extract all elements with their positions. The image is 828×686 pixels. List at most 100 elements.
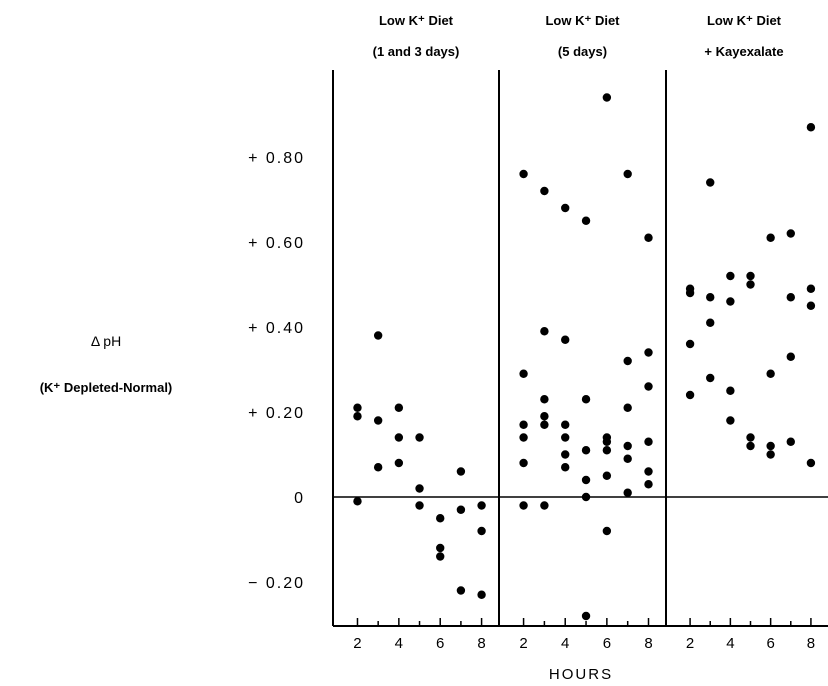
data-point xyxy=(353,403,362,412)
data-point xyxy=(477,526,486,536)
data-point xyxy=(394,403,404,412)
y-tick-label: + 0.60 xyxy=(248,235,305,252)
y-tick-label: + 0.80 xyxy=(248,150,305,167)
data-point xyxy=(746,280,755,289)
data-point xyxy=(373,416,383,425)
data-point xyxy=(644,348,653,357)
x-tick-label: 2 xyxy=(353,635,361,652)
data-point xyxy=(519,458,528,468)
data-point xyxy=(746,271,755,281)
data-point xyxy=(685,288,695,298)
data-point xyxy=(706,178,715,187)
data-point xyxy=(353,497,362,506)
x-tick-label: 8 xyxy=(807,635,815,652)
data-point xyxy=(561,203,570,213)
data-point xyxy=(602,437,612,446)
data-point xyxy=(561,450,570,459)
data-point xyxy=(373,331,383,340)
data-point xyxy=(644,437,653,446)
data-point xyxy=(644,233,653,242)
data-point xyxy=(561,420,570,429)
x-tick-label: 4 xyxy=(395,635,403,652)
x-tick-label: 6 xyxy=(766,635,774,652)
data-point xyxy=(540,412,549,421)
data-point xyxy=(623,403,632,412)
data-point xyxy=(766,369,775,378)
data-point xyxy=(415,501,424,510)
x-axis-ticks: 2 4 6 8 2 4 6 8 2 4 6 8 xyxy=(353,618,815,652)
panel-title-line1: Low K⁺ Diet xyxy=(545,13,620,28)
data-point xyxy=(581,446,591,455)
x-axis-label: HOURS xyxy=(549,666,613,683)
data-point xyxy=(786,229,795,238)
x-tick-label: 8 xyxy=(644,635,652,652)
x-tick-label: 6 xyxy=(436,635,444,652)
y-tick-label: + 0.40 xyxy=(248,320,305,337)
data-point xyxy=(766,233,775,242)
data-point xyxy=(353,412,362,421)
data-point xyxy=(540,420,549,429)
data-point xyxy=(726,386,735,395)
panel-title-line2: (5 days) xyxy=(558,44,607,59)
x-tick-label: 2 xyxy=(686,635,694,652)
x-tick-label: 2 xyxy=(519,635,527,652)
data-point xyxy=(415,433,424,442)
data-point xyxy=(519,169,528,179)
data-point xyxy=(806,458,816,468)
data-point xyxy=(623,454,632,463)
data-point xyxy=(581,216,591,225)
data-point xyxy=(519,501,528,510)
data-point xyxy=(644,382,653,391)
data-point xyxy=(581,475,591,485)
data-point xyxy=(456,586,466,595)
data-point xyxy=(581,395,591,404)
y-axis-sublabel: (K⁺ Depleted-Normal) xyxy=(40,380,173,395)
panel-title-line1: Low K⁺ Diet xyxy=(707,13,782,28)
data-point xyxy=(623,488,632,497)
data-point xyxy=(644,467,653,476)
data-point xyxy=(540,327,549,336)
y-tick-label: + 0.20 xyxy=(248,405,305,422)
panel-title-line2: (1 and 3 days) xyxy=(373,44,460,59)
data-point xyxy=(540,186,549,196)
panel-title-line2: + Kayexalate xyxy=(704,44,783,59)
data-point xyxy=(561,433,570,442)
data-point xyxy=(685,390,695,400)
data-point xyxy=(602,446,612,455)
data-point xyxy=(623,356,632,366)
x-tick-label: 6 xyxy=(603,635,611,652)
data-point xyxy=(394,433,404,442)
data-point xyxy=(519,420,528,429)
data-point xyxy=(806,301,816,310)
data-point xyxy=(623,441,632,451)
panel-titles: Low K⁺ Diet (1 and 3 days) Low K⁺ Diet (5 d… xyxy=(373,13,784,59)
x-tick-label: 8 xyxy=(477,635,485,652)
data-point xyxy=(806,123,816,132)
data-point xyxy=(581,492,591,502)
data-point xyxy=(415,484,424,493)
data-point xyxy=(623,169,632,179)
x-tick-label: 4 xyxy=(726,635,734,652)
data-point xyxy=(766,441,775,451)
y-tick-label: − 0.20 xyxy=(248,575,305,592)
data-point xyxy=(806,284,816,293)
data-point xyxy=(644,480,653,489)
data-point xyxy=(561,463,570,472)
panel-title-line1: Low K⁺ Diet xyxy=(379,13,454,28)
y-axis-label: Δ pH xyxy=(91,333,121,349)
data-point xyxy=(706,318,715,327)
data-point xyxy=(746,433,755,442)
data-point xyxy=(726,297,735,306)
data-point xyxy=(519,433,528,442)
data-point xyxy=(540,395,549,404)
data-point xyxy=(477,590,486,599)
y-axis-tick-labels: + 0.80 + 0.60 + 0.40 + 0.20 0 − 0.20 xyxy=(248,150,305,592)
data-point xyxy=(561,335,570,344)
data-point xyxy=(602,93,612,102)
data-point xyxy=(540,501,549,510)
data-point xyxy=(456,505,466,514)
data-point xyxy=(602,526,612,536)
data-point xyxy=(456,467,466,476)
plot-frame xyxy=(332,70,828,627)
data-point xyxy=(581,611,591,621)
